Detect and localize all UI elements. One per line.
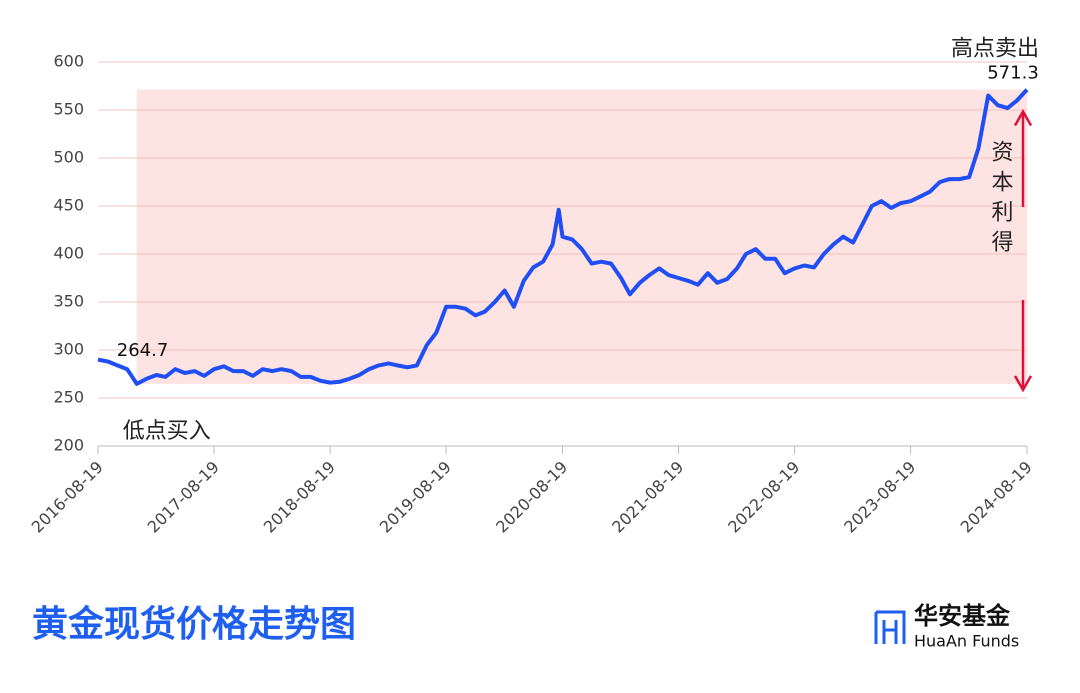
x-tick-label: 2022-08-19 [724, 457, 803, 536]
y-tick-label: 250 [53, 388, 84, 407]
low-label: 低点买入 [123, 419, 211, 444]
x-tick-label: 2017-08-19 [144, 457, 223, 536]
high-label: 高点卖出 [951, 37, 1039, 62]
gain-label: 资本利得 [988, 140, 1014, 260]
x-tick-label: 2021-08-19 [608, 457, 687, 536]
gain-region [136, 89, 1027, 384]
x-tick-label: 2023-08-19 [840, 457, 919, 536]
y-tick-label: 450 [53, 196, 84, 215]
y-tick-label: 200 [53, 436, 84, 455]
y-tick-label: 600 [53, 52, 84, 71]
price-line [97, 88, 1029, 386]
gain-arrowhead [1013, 109, 1033, 127]
y-tick-label: 400 [53, 244, 84, 263]
y-tick-label: 300 [53, 340, 84, 359]
x-tick-label: 2016-08-19 [28, 457, 107, 536]
brand-name-en: HuaAn Funds [914, 632, 1019, 651]
gain-arrowhead [1013, 375, 1033, 393]
low-value-label: 264.7 [117, 340, 169, 361]
x-tick-label: 2018-08-19 [260, 457, 339, 536]
high-value-label: 571.3 [987, 63, 1039, 84]
x-tick-label: 2019-08-19 [376, 457, 455, 536]
y-tick-label: 550 [53, 100, 84, 119]
x-tick-label: 2020-08-19 [492, 457, 571, 536]
y-tick-label: 350 [53, 292, 84, 311]
x-tick-label: 2024-08-19 [957, 457, 1036, 536]
brand-name: 华安基金 [914, 602, 1011, 630]
brand-logo [874, 610, 906, 644]
y-tick-label: 500 [53, 148, 84, 167]
chart-title: 黄金现货价格走势图 [32, 603, 356, 645]
